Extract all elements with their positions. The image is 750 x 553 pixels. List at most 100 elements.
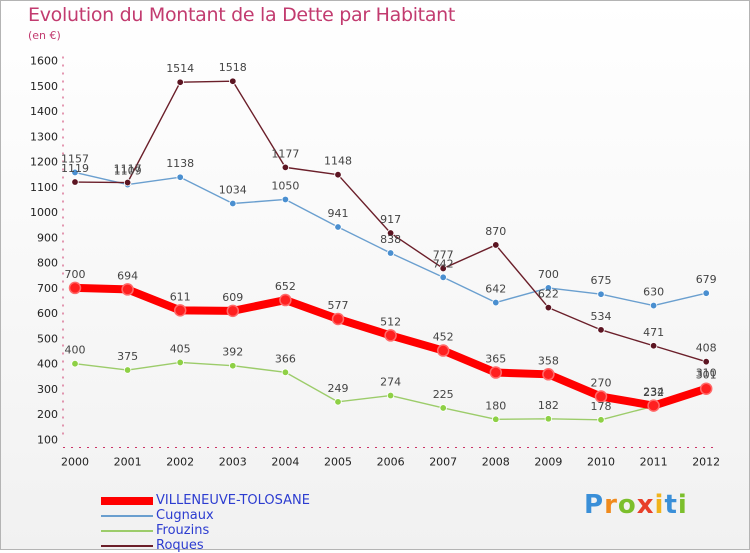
y-tick-label: 1600 <box>30 55 58 68</box>
data-label: 270 <box>591 377 612 390</box>
legend-label: Cugnaux <box>156 508 214 523</box>
data-label: 471 <box>643 326 664 339</box>
data-label: 611 <box>170 290 191 303</box>
data-label: 1177 <box>271 147 299 160</box>
data-point <box>226 304 240 318</box>
logo-letter: i <box>677 490 688 520</box>
data-point <box>489 366 503 379</box>
data-point <box>384 329 397 342</box>
data-point <box>281 163 290 172</box>
y-tick-label: 800 <box>37 257 58 270</box>
data-label: 452 <box>433 331 454 344</box>
data-label: 700 <box>65 268 86 281</box>
data-label: 1148 <box>324 155 352 168</box>
data-point <box>702 357 710 366</box>
data-label: 234 <box>643 386 664 399</box>
data-point <box>176 358 184 367</box>
data-label: 358 <box>538 354 559 367</box>
y-tick-label: 700 <box>37 282 58 295</box>
data-label: 534 <box>591 310 612 323</box>
data-label: 1514 <box>166 62 194 75</box>
y-tick-label: 300 <box>37 383 58 396</box>
legend-swatch <box>101 545 153 547</box>
data-label: 512 <box>380 315 401 328</box>
data-point <box>544 415 553 423</box>
data-point <box>334 398 342 406</box>
data-label: 392 <box>222 346 243 359</box>
logo-letter: x <box>636 490 655 520</box>
x-tick-label: 2006 <box>377 456 405 469</box>
data-point <box>436 344 450 357</box>
x-tick-label: 2010 <box>587 456 615 469</box>
data-label: 1050 <box>271 179 299 192</box>
legend-label: Frouzins <box>156 523 210 538</box>
data-point <box>229 199 237 208</box>
logo-letter: i <box>654 490 665 520</box>
legend-label: Roques <box>156 538 204 553</box>
y-tick-label: 600 <box>37 307 58 320</box>
data-point <box>176 173 184 181</box>
chart-title: Evolution du Montant de la Dette par Hab… <box>28 4 456 26</box>
x-tick-label: 2002 <box>166 456 194 469</box>
data-label: 694 <box>117 269 138 282</box>
legend-swatch <box>101 530 153 532</box>
x-tick-label: 2012 <box>692 456 720 469</box>
logo-letter: r <box>604 490 618 520</box>
data-label: 679 <box>696 273 717 286</box>
legend-swatch <box>101 497 153 505</box>
data-label: 408 <box>696 342 717 355</box>
x-tick-label: 2005 <box>324 456 352 469</box>
legend-swatch <box>101 515 153 517</box>
data-point <box>123 178 132 187</box>
x-tick-label: 2011 <box>640 456 668 469</box>
data-label: 917 <box>380 213 401 226</box>
data-label: 405 <box>170 342 191 355</box>
data-label: 274 <box>380 376 401 389</box>
data-label: 1119 <box>61 162 89 175</box>
data-point <box>229 362 237 370</box>
data-point <box>542 368 555 381</box>
data-label: 941 <box>328 207 349 220</box>
logo-letter: P <box>584 490 605 520</box>
data-label: 1117 <box>114 163 142 176</box>
data-label: 366 <box>275 352 296 365</box>
x-tick-label: 2009 <box>534 456 562 469</box>
data-point <box>439 273 447 281</box>
data-point <box>439 404 447 412</box>
data-point <box>649 301 658 310</box>
data-label: 249 <box>328 382 349 395</box>
data-point <box>386 391 395 400</box>
data-label: 180 <box>485 399 506 412</box>
data-label: 1138 <box>166 157 194 170</box>
data-label: 652 <box>275 280 296 293</box>
data-label: 1034 <box>219 184 247 197</box>
data-label: 182 <box>538 399 559 412</box>
data-label: 777 <box>433 248 454 261</box>
data-point <box>492 241 500 249</box>
data-point <box>173 304 187 317</box>
y-tick-label: 900 <box>37 231 58 244</box>
data-label: 365 <box>485 353 506 366</box>
y-tick-label: 500 <box>37 332 58 345</box>
series-line <box>74 361 707 421</box>
legend-label: VILLENEUVE-TOLOSANE <box>156 493 310 508</box>
data-point <box>386 229 395 237</box>
y-tick-label: 100 <box>37 434 58 447</box>
data-point <box>492 415 500 423</box>
y-tick-label: 1500 <box>30 80 58 93</box>
x-tick-label: 2007 <box>429 456 457 469</box>
data-point <box>281 368 290 376</box>
data-point <box>71 360 79 368</box>
data-point <box>597 416 605 424</box>
data-point <box>71 178 79 186</box>
data-point <box>334 171 342 179</box>
data-point <box>279 293 292 307</box>
y-tick-label: 1000 <box>30 206 58 219</box>
data-point <box>68 281 82 295</box>
y-tick-label: 1300 <box>30 130 58 143</box>
data-label: 609 <box>222 291 243 304</box>
data-point <box>71 168 79 177</box>
data-point <box>229 77 237 85</box>
